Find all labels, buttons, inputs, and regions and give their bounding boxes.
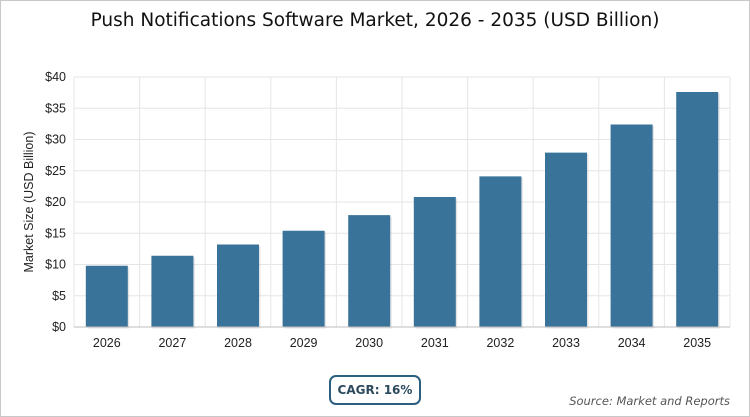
bar-2028 (217, 244, 259, 327)
x-tick-label: 2030 (355, 336, 383, 350)
x-tick-label: 2028 (224, 336, 252, 350)
x-tick-label: 2035 (683, 336, 711, 350)
x-tick-label: 2034 (618, 336, 646, 350)
bar-2032 (479, 176, 522, 327)
y-axis-title: Market Size (USD Billion) (22, 131, 36, 272)
y-tick-label: $10 (45, 258, 66, 272)
bar-2027 (151, 255, 194, 327)
chart-title: Push Notifications Software Market, 2026… (90, 10, 660, 31)
x-tick-label: 2031 (421, 336, 449, 350)
y-tick-label: $20 (45, 195, 66, 209)
bar-2030 (348, 215, 391, 327)
bar-2031 (413, 197, 456, 327)
y-tick-label: $15 (45, 226, 66, 240)
cagr-badge: CAGR: 16% (329, 375, 421, 405)
y-tick-label: $40 (45, 70, 66, 84)
x-tick-label: 2033 (552, 336, 580, 350)
bar-2029 (282, 230, 325, 327)
x-tick-label: 2032 (486, 336, 514, 350)
bar-2035 (676, 92, 719, 327)
y-tick-label: $35 (45, 101, 66, 115)
source-note: Source: Market and Reports (569, 394, 730, 408)
y-tick-label: $5 (52, 289, 66, 303)
x-tick-label: 2029 (290, 336, 318, 350)
y-tick-label: $25 (45, 164, 66, 178)
bar-2034 (610, 124, 653, 327)
y-tick-label: $30 (45, 133, 66, 147)
x-tick-label: 2026 (93, 336, 121, 350)
y-tick-label: $0 (52, 320, 66, 334)
bar-2033 (545, 152, 587, 327)
bar-2026 (85, 265, 128, 327)
x-tick-label: 2027 (158, 336, 186, 350)
